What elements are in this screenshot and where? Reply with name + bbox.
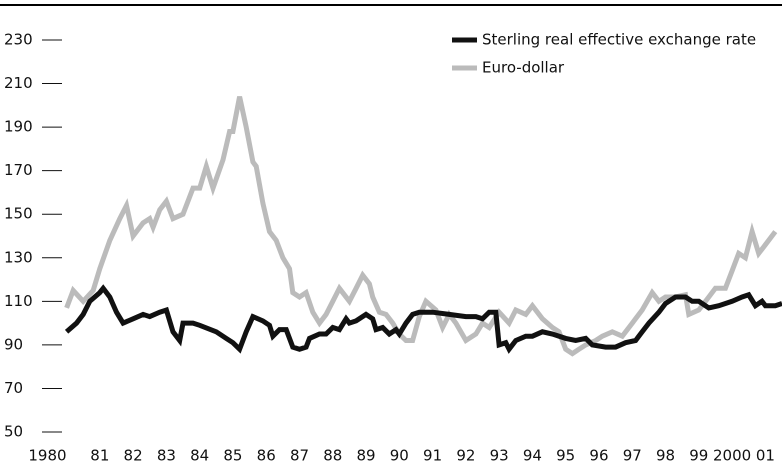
x-tick-label: 2000 [713, 447, 751, 465]
x-tick-label: 88 [323, 447, 342, 465]
x-tick-label: 01 [756, 447, 775, 465]
legend-label: Euro-dollar [482, 59, 565, 77]
x-tick-label: 82 [124, 447, 143, 465]
x-tick-label: 93 [490, 447, 509, 465]
x-tick-label: 91 [423, 447, 442, 465]
y-tick-label: 230 [4, 31, 33, 49]
x-tick-label: 90 [390, 447, 409, 465]
y-tick-label: 130 [4, 248, 33, 266]
y-tick-label: 50 [4, 423, 23, 441]
y-tick-label: 190 [4, 118, 33, 136]
x-tick-label: 86 [257, 447, 276, 465]
y-tick-label: 90 [4, 335, 23, 353]
series-line [64, 96, 778, 357]
x-tick-label: 99 [689, 447, 708, 465]
x-tick-label: 92 [456, 447, 475, 465]
x-tick-label: 81 [90, 447, 109, 465]
x-tick-label: 84 [190, 447, 209, 465]
y-tick-label: 150 [4, 205, 33, 223]
x-tick-label: 83 [157, 447, 176, 465]
x-tick-label: 85 [223, 447, 242, 465]
y-tick-label: 110 [4, 292, 33, 310]
legend-label: Sterling real effective exchange rate [482, 31, 756, 49]
y-tick-label: 170 [4, 161, 33, 179]
x-tick-label: 98 [656, 447, 675, 465]
x-tick-label: 1980 [28, 447, 66, 465]
series-line [64, 284, 782, 354]
x-tick-label: 95 [556, 447, 575, 465]
x-tick-label: 96 [589, 447, 608, 465]
y-tick-label: 210 [4, 74, 33, 92]
x-tick-label: 97 [623, 447, 642, 465]
x-tick-label: 89 [356, 447, 375, 465]
x-tick-label: 87 [290, 447, 309, 465]
y-tick-label: 70 [4, 379, 23, 397]
x-tick-label: 94 [523, 447, 542, 465]
